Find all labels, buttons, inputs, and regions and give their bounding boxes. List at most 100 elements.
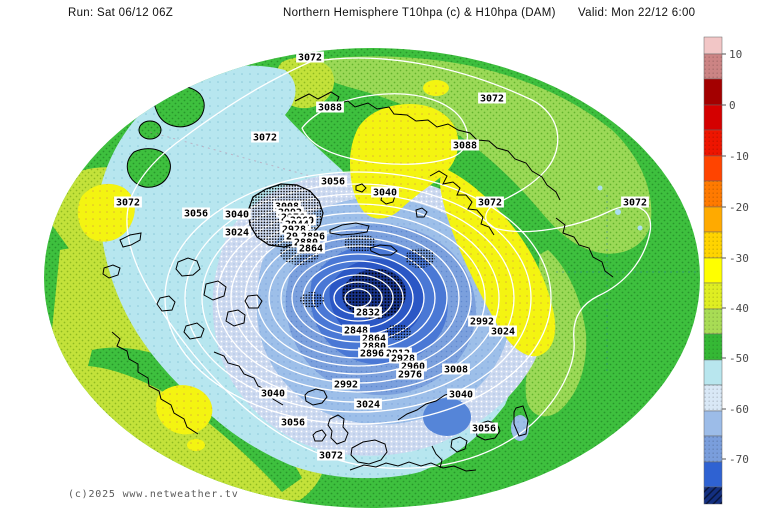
contour-labels: 3072 3088 3072 3088 3072 3072 3056 3040 3024 3056… — [114, 51, 649, 462]
contour-label: 3072 — [114, 196, 142, 209]
svg-text:3056: 3056 — [321, 177, 345, 188]
contour-label: 3072 — [478, 92, 506, 105]
colorbar-tick--50: -50 — [729, 352, 749, 365]
height-contour-3056 — [164, 171, 552, 425]
svg-text:2928: 2928 — [282, 225, 306, 236]
colorbar-tick--10: -10 — [729, 150, 749, 163]
contour-label: 3040 — [371, 186, 399, 199]
run-label: Run: Sat 06/12 06Z — [68, 7, 174, 19]
contour-label: 3072 — [317, 449, 345, 462]
contour-label: 3040 — [223, 208, 251, 221]
colorbar-tick-0: 0 — [729, 99, 736, 112]
height-contours — [164, 171, 552, 425]
colorbar-segment--65..-60 — [703, 410, 723, 437]
colorbar-tick-10: 10 — [729, 48, 742, 61]
colorbar-segment--75..-70 — [703, 461, 723, 488]
contour-label: 2992 — [468, 315, 496, 328]
contour-label: 2896 — [358, 347, 386, 360]
colorbar-segment--15..-10 — [703, 155, 723, 182]
colorbar-segment--35..-30 — [703, 257, 723, 284]
contour-label: 2864 — [360, 332, 388, 345]
height-contour-3040 — [184, 183, 532, 413]
contour-label: 3040 — [447, 388, 475, 401]
contour-label: 2928 — [280, 223, 308, 236]
svg-text:3088: 3088 — [318, 103, 342, 114]
colorbar-tick--20: -20 — [729, 201, 749, 214]
colorbar-segment--5..0 — [703, 104, 723, 131]
svg-text:3072: 3072 — [319, 451, 343, 462]
svg-text:3040: 3040 — [449, 390, 473, 401]
contour-label: 2976 — [396, 368, 424, 381]
map-body: 3072 3088 3072 3088 3072 3072 3056 3040 3024 3056… — [44, 48, 700, 508]
colorbar-segment-10..15 — [703, 36, 723, 55]
svg-text:2992: 2992 — [334, 380, 358, 391]
colorbar-tick-labels: 10 0 -10 -20 -30 -40 -50 -60 -70 — [722, 48, 749, 466]
page-title: Northern Hemisphere T10hpa (c) & H10hpa … — [283, 7, 556, 19]
contour-label: 2880 — [360, 340, 388, 353]
contour-label: 3056 — [279, 416, 307, 429]
svg-text:3056: 3056 — [184, 209, 208, 220]
contour-label: 2832 — [354, 306, 382, 319]
svg-text:2976: 2976 — [398, 370, 422, 381]
contour-label: 3088 — [316, 101, 344, 114]
svg-text:2864: 2864 — [299, 244, 323, 255]
colorbar-tick--40: -40 — [729, 302, 749, 315]
contour-label: 3056 — [319, 175, 347, 188]
contour-label: 3072 — [296, 51, 324, 64]
contour-label: 3072 — [476, 196, 504, 209]
svg-text:2848: 2848 — [344, 326, 368, 337]
colorbar-segment-0..5 — [703, 78, 723, 106]
svg-text:2832: 2832 — [356, 308, 380, 319]
svg-text:3040: 3040 — [373, 188, 397, 199]
svg-text:3072: 3072 — [298, 53, 322, 64]
svg-text:3024: 3024 — [225, 228, 249, 239]
height-contour-2976 — [244, 221, 472, 375]
svg-text:2864: 2864 — [362, 334, 386, 345]
contour-label: 3024 — [354, 398, 382, 411]
contour-label: 2992 — [332, 378, 360, 391]
svg-text:3088: 3088 — [453, 141, 477, 152]
colorbar — [703, 36, 723, 505]
contour-label: 3088 — [451, 139, 479, 152]
svg-text:3072: 3072 — [253, 133, 277, 144]
colorbar-tick--70: -70 — [729, 453, 749, 466]
svg-text:2992: 2992 — [470, 317, 494, 328]
colorbar-tick--30: -30 — [729, 252, 749, 265]
contour-label: 3040 — [259, 387, 287, 400]
graticule — [149, 131, 700, 372]
colorbar-segment--55..-50 — [703, 359, 723, 386]
svg-text:3024: 3024 — [491, 327, 515, 338]
svg-text:2880: 2880 — [362, 342, 386, 353]
contour-label: 2848 — [342, 324, 370, 337]
contour-label: 3008 — [442, 363, 470, 376]
svg-text:2960: 2960 — [401, 362, 425, 373]
svg-text:3056: 3056 — [281, 418, 305, 429]
svg-text:3008: 3008 — [444, 365, 468, 376]
svg-text:3072: 3072 — [480, 94, 504, 105]
contour-label: 3056 — [470, 422, 498, 435]
svg-text:3072: 3072 — [478, 198, 502, 209]
height-contour-2912 — [291, 253, 425, 343]
contour-label: 2960 — [399, 360, 427, 373]
valid-label: Valid: Mon 22/12 6:00 — [578, 7, 696, 19]
svg-text:3072: 3072 — [116, 198, 140, 209]
svg-text:3040: 3040 — [225, 210, 249, 221]
colorbar-segment--25..-20 — [703, 206, 723, 233]
svg-text:3024: 3024 — [356, 400, 380, 411]
contour-label: 3072 — [251, 131, 279, 144]
colorbar-tick--60: -60 — [729, 403, 749, 416]
contour-label: 3024 — [223, 226, 251, 239]
svg-text:2896: 2896 — [360, 349, 384, 360]
contour-label: 3072 — [621, 196, 649, 209]
contour-label: 2928 — [389, 352, 417, 365]
copyright-text: (c)2025 www.netweather.tv — [68, 489, 239, 500]
svg-text:2928: 2928 — [391, 354, 415, 365]
contour-label: 3024 — [489, 325, 517, 338]
svg-text:3056: 3056 — [472, 424, 496, 435]
contour-label: 3056 — [182, 207, 210, 220]
contour-label: 2864 — [297, 242, 325, 255]
svg-text:3040: 3040 — [261, 389, 285, 400]
height-contour-2960 — [256, 229, 460, 367]
